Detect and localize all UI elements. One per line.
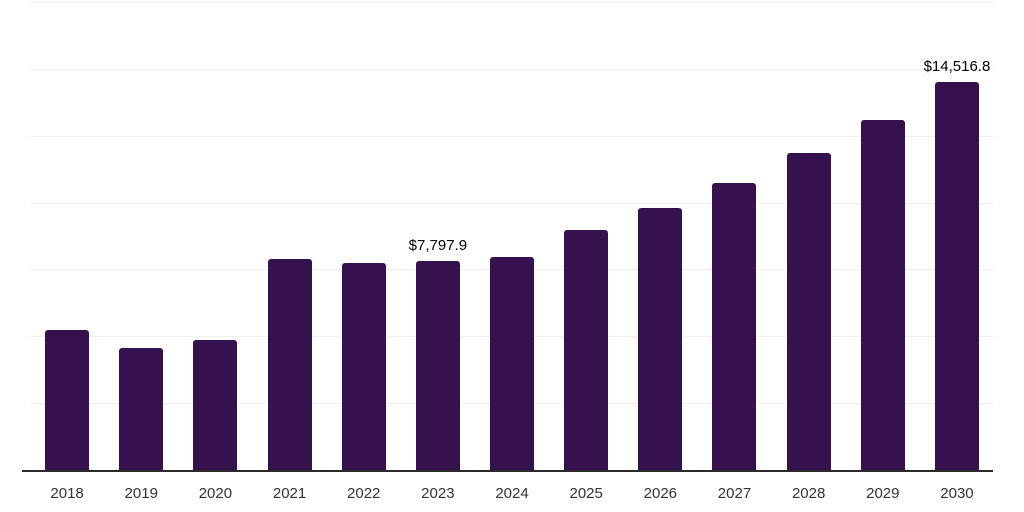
bar-group bbox=[252, 2, 326, 470]
bar-group bbox=[846, 2, 920, 470]
bar bbox=[415, 261, 460, 470]
bar bbox=[564, 230, 609, 470]
x-axis-tick-label: 2018 bbox=[50, 485, 84, 502]
bar-group bbox=[623, 2, 697, 470]
bars-container: $7,797.9 $14,516.8 bbox=[30, 2, 994, 470]
bar bbox=[934, 81, 979, 470]
gridline bbox=[30, 202, 994, 204]
bar-group bbox=[697, 2, 771, 470]
bar bbox=[712, 183, 757, 470]
x-axis-tick-label: 2025 bbox=[569, 485, 603, 502]
bar-value-label: $14,516.8 bbox=[923, 57, 991, 75]
bar-group bbox=[475, 2, 549, 470]
gridline bbox=[30, 135, 994, 137]
bar bbox=[490, 256, 535, 470]
x-axis-tick-labels: 2018 2019 2020 2021 2022 2023 2024 2025 2026 2027… bbox=[30, 486, 994, 501]
bar bbox=[860, 119, 905, 470]
bar-group: $7,797.9 bbox=[401, 2, 475, 470]
bar bbox=[267, 258, 312, 470]
bar-group bbox=[104, 2, 178, 470]
bar-group bbox=[327, 2, 401, 470]
bar-group bbox=[549, 2, 623, 470]
x-axis-tick-label: 2030 bbox=[940, 485, 974, 502]
bar bbox=[341, 263, 386, 470]
x-axis-tick-label: 2019 bbox=[124, 485, 158, 502]
x-axis-tick-label: 2021 bbox=[272, 485, 307, 502]
x-axis-tick-label: 2020 bbox=[198, 485, 233, 502]
bar bbox=[119, 348, 164, 470]
bar-group bbox=[772, 2, 846, 470]
x-axis-tick-label: 2028 bbox=[791, 485, 826, 502]
bar bbox=[45, 330, 90, 470]
x-axis-tick-label: 2022 bbox=[347, 485, 381, 502]
gridline bbox=[30, 68, 994, 70]
x-axis-tick-label: 2027 bbox=[717, 485, 752, 502]
x-axis-tick-label: 2029 bbox=[866, 485, 900, 502]
gridline bbox=[30, 2, 994, 3]
bar bbox=[786, 152, 831, 470]
x-axis-tick-label: 2026 bbox=[643, 485, 678, 502]
bar-group bbox=[178, 2, 252, 470]
x-axis-tick-label: 2024 bbox=[495, 485, 529, 502]
bar-value-label: $7,797.9 bbox=[408, 237, 468, 255]
bar-group: $14,516.8 bbox=[920, 2, 994, 470]
bar-group bbox=[30, 2, 104, 470]
x-axis-line bbox=[22, 470, 993, 472]
bar bbox=[193, 340, 238, 470]
x-axis-tick-label: 2023 bbox=[421, 485, 455, 502]
bar bbox=[638, 207, 683, 470]
